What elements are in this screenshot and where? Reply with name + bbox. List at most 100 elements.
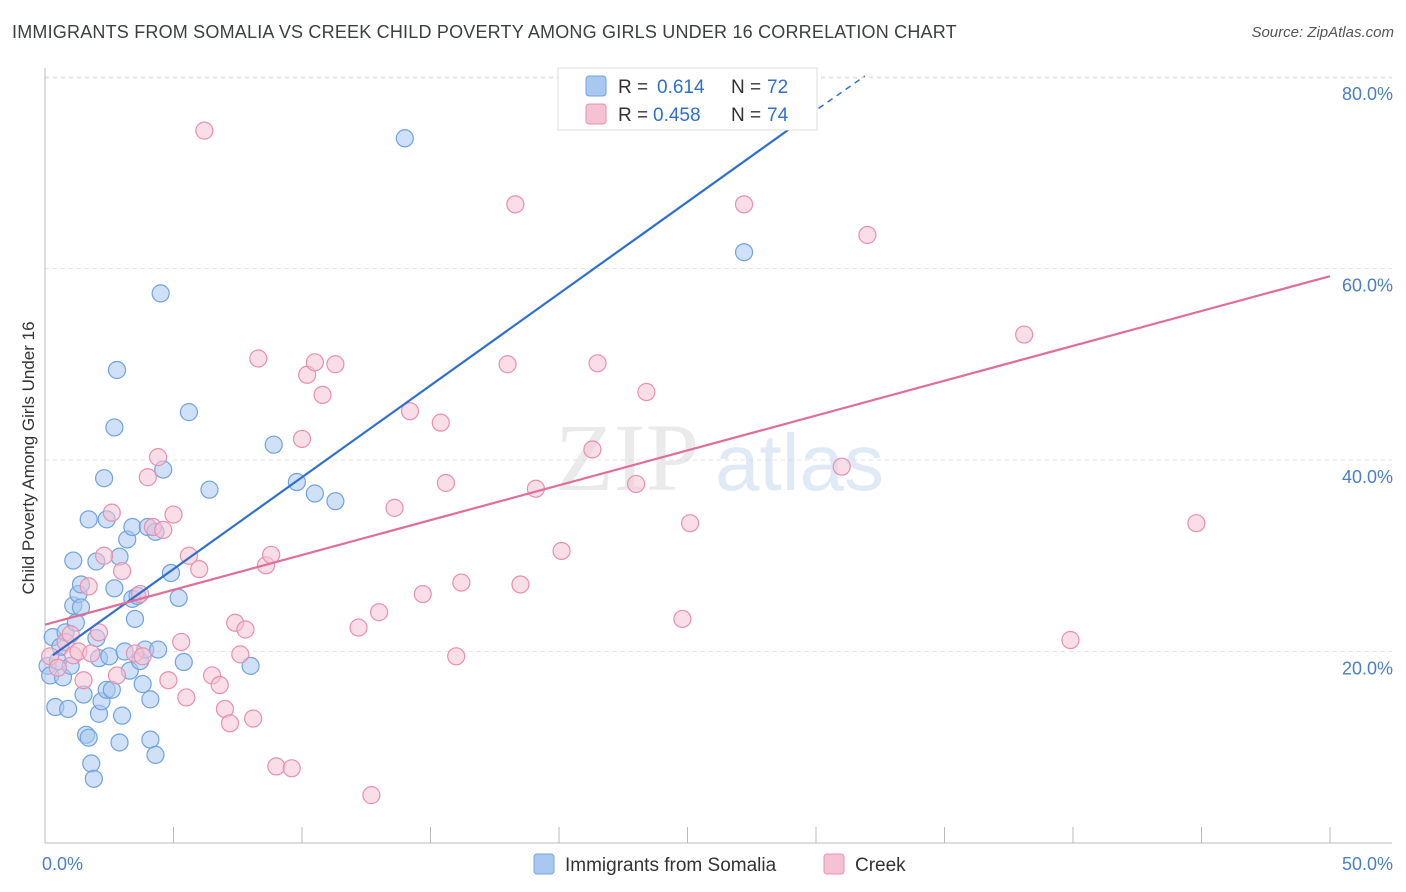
y-tick-label-2: 60.0% (1342, 276, 1393, 296)
y-axis-label: Child Poverty Among Girls Under 16 (19, 321, 38, 594)
point-1-51 (413, 584, 432, 604)
legend-n-label-1: N = (731, 77, 761, 98)
trend-lines (44, 75, 1331, 657)
point-0-64 (305, 484, 324, 503)
bottom-legend-label-creek: Creek (855, 855, 906, 876)
point-1-21 (159, 671, 178, 690)
point-1-71 (1061, 630, 1080, 650)
point-1-46 (349, 618, 368, 637)
point-1-12 (107, 666, 127, 685)
point-0-61 (241, 656, 260, 675)
point-0-53 (148, 640, 168, 659)
point-0-46 (133, 674, 152, 694)
point-1-10 (95, 546, 114, 565)
point-0-30 (100, 647, 119, 666)
point-1-41 (292, 429, 312, 449)
legend-swatch-somalia (585, 75, 607, 97)
point-1-13 (112, 561, 132, 581)
legend-n-value-1: 72 (767, 77, 788, 98)
point-1-56 (498, 355, 517, 374)
point-1-35 (244, 709, 263, 728)
legend-r-value-2: 0.458 (653, 105, 701, 126)
point-0-11 (64, 551, 83, 570)
legend-n-label-2: N = (731, 105, 761, 126)
point-1-54 (447, 647, 466, 666)
point-1-40 (282, 759, 301, 778)
bottom-legend-label-somalia: Immigrants from Somalia (565, 855, 777, 876)
point-0-54 (151, 284, 170, 303)
point-1-67 (734, 195, 754, 214)
trend-line-0 (52, 120, 802, 657)
point-1-34 (236, 620, 255, 639)
point-1-63 (626, 474, 646, 494)
point-0-8 (59, 699, 78, 719)
point-0-21 (84, 769, 103, 788)
point-1-20 (154, 520, 173, 539)
legend-r-label-1: R = (618, 77, 648, 98)
point-0-27 (95, 469, 114, 488)
point-1-24 (177, 688, 196, 707)
point-0-49 (141, 690, 160, 709)
point-1-19 (148, 448, 168, 467)
point-1-11 (102, 503, 121, 522)
legend-r-label-2: R = (618, 105, 648, 126)
point-1-52 (431, 413, 450, 432)
point-1-22 (164, 505, 183, 524)
point-1-68 (832, 457, 851, 476)
point-1-44 (313, 385, 332, 404)
point-0-66 (395, 129, 414, 148)
point-1-45 (326, 355, 345, 374)
y-tick-label-0: 20.0% (1342, 659, 1393, 679)
point-0-34 (107, 360, 127, 380)
point-0-37 (112, 706, 132, 725)
x-tick-label-1: 50.0% (1342, 854, 1393, 874)
source-label: Source: ZipAtlas.com (1251, 24, 1394, 41)
x-tick-label-0: 0.0% (42, 854, 83, 874)
point-0-65 (326, 492, 345, 511)
tick-labels: 20.0% 40.0% 60.0% 80.0% 0.0% 50.0% (42, 84, 1393, 874)
point-1-7 (79, 577, 98, 596)
series-creek-points (41, 121, 1206, 805)
point-1-43 (305, 353, 324, 372)
point-0-57 (169, 588, 188, 607)
point-1-26 (190, 560, 209, 579)
legend-r-value-1: 0.614 (657, 77, 705, 98)
point-1-65 (673, 609, 692, 629)
bottom-legend-swatch-creek (823, 853, 845, 875)
point-0-19 (79, 510, 98, 529)
watermark-atlas: atlas (715, 418, 884, 507)
legend-box: R = 0.614 N = 72 R = 0.458 N = 74 (557, 67, 818, 131)
point-1-57 (506, 195, 525, 214)
point-1-9 (89, 623, 109, 642)
point-0-60 (200, 480, 219, 499)
point-1-62 (588, 354, 607, 373)
point-1-39 (267, 757, 286, 776)
y-tick-label-3: 80.0% (1342, 84, 1393, 104)
point-1-49 (385, 498, 404, 517)
point-1-70 (1015, 325, 1034, 344)
point-0-52 (146, 745, 165, 765)
point-0-41 (123, 517, 142, 537)
point-1-1 (48, 658, 67, 677)
point-0-43 (125, 609, 145, 629)
axes (44, 68, 1392, 844)
point-0-50 (141, 730, 160, 749)
point-1-55 (452, 573, 471, 592)
grid-lines (45, 76, 1392, 652)
point-0-20 (82, 754, 101, 773)
bottom-legend: Immigrants from Somalia Creek (533, 853, 906, 876)
point-1-59 (526, 479, 545, 498)
point-1-23 (172, 632, 191, 652)
point-0-32 (105, 418, 124, 437)
point-0-62 (264, 435, 283, 454)
point-1-72 (1187, 514, 1206, 533)
y-tick-label-1: 40.0% (1342, 467, 1393, 487)
point-1-27 (195, 121, 214, 140)
watermark-zip: ZIP (555, 404, 699, 511)
point-1-64 (637, 382, 656, 402)
legend-n-value-2: 74 (767, 105, 789, 126)
chart-title: IMMIGRANTS FROM SOMALIA VS CREEK CHILD P… (12, 22, 957, 42)
point-1-61 (583, 440, 602, 459)
point-0-59 (179, 403, 199, 422)
